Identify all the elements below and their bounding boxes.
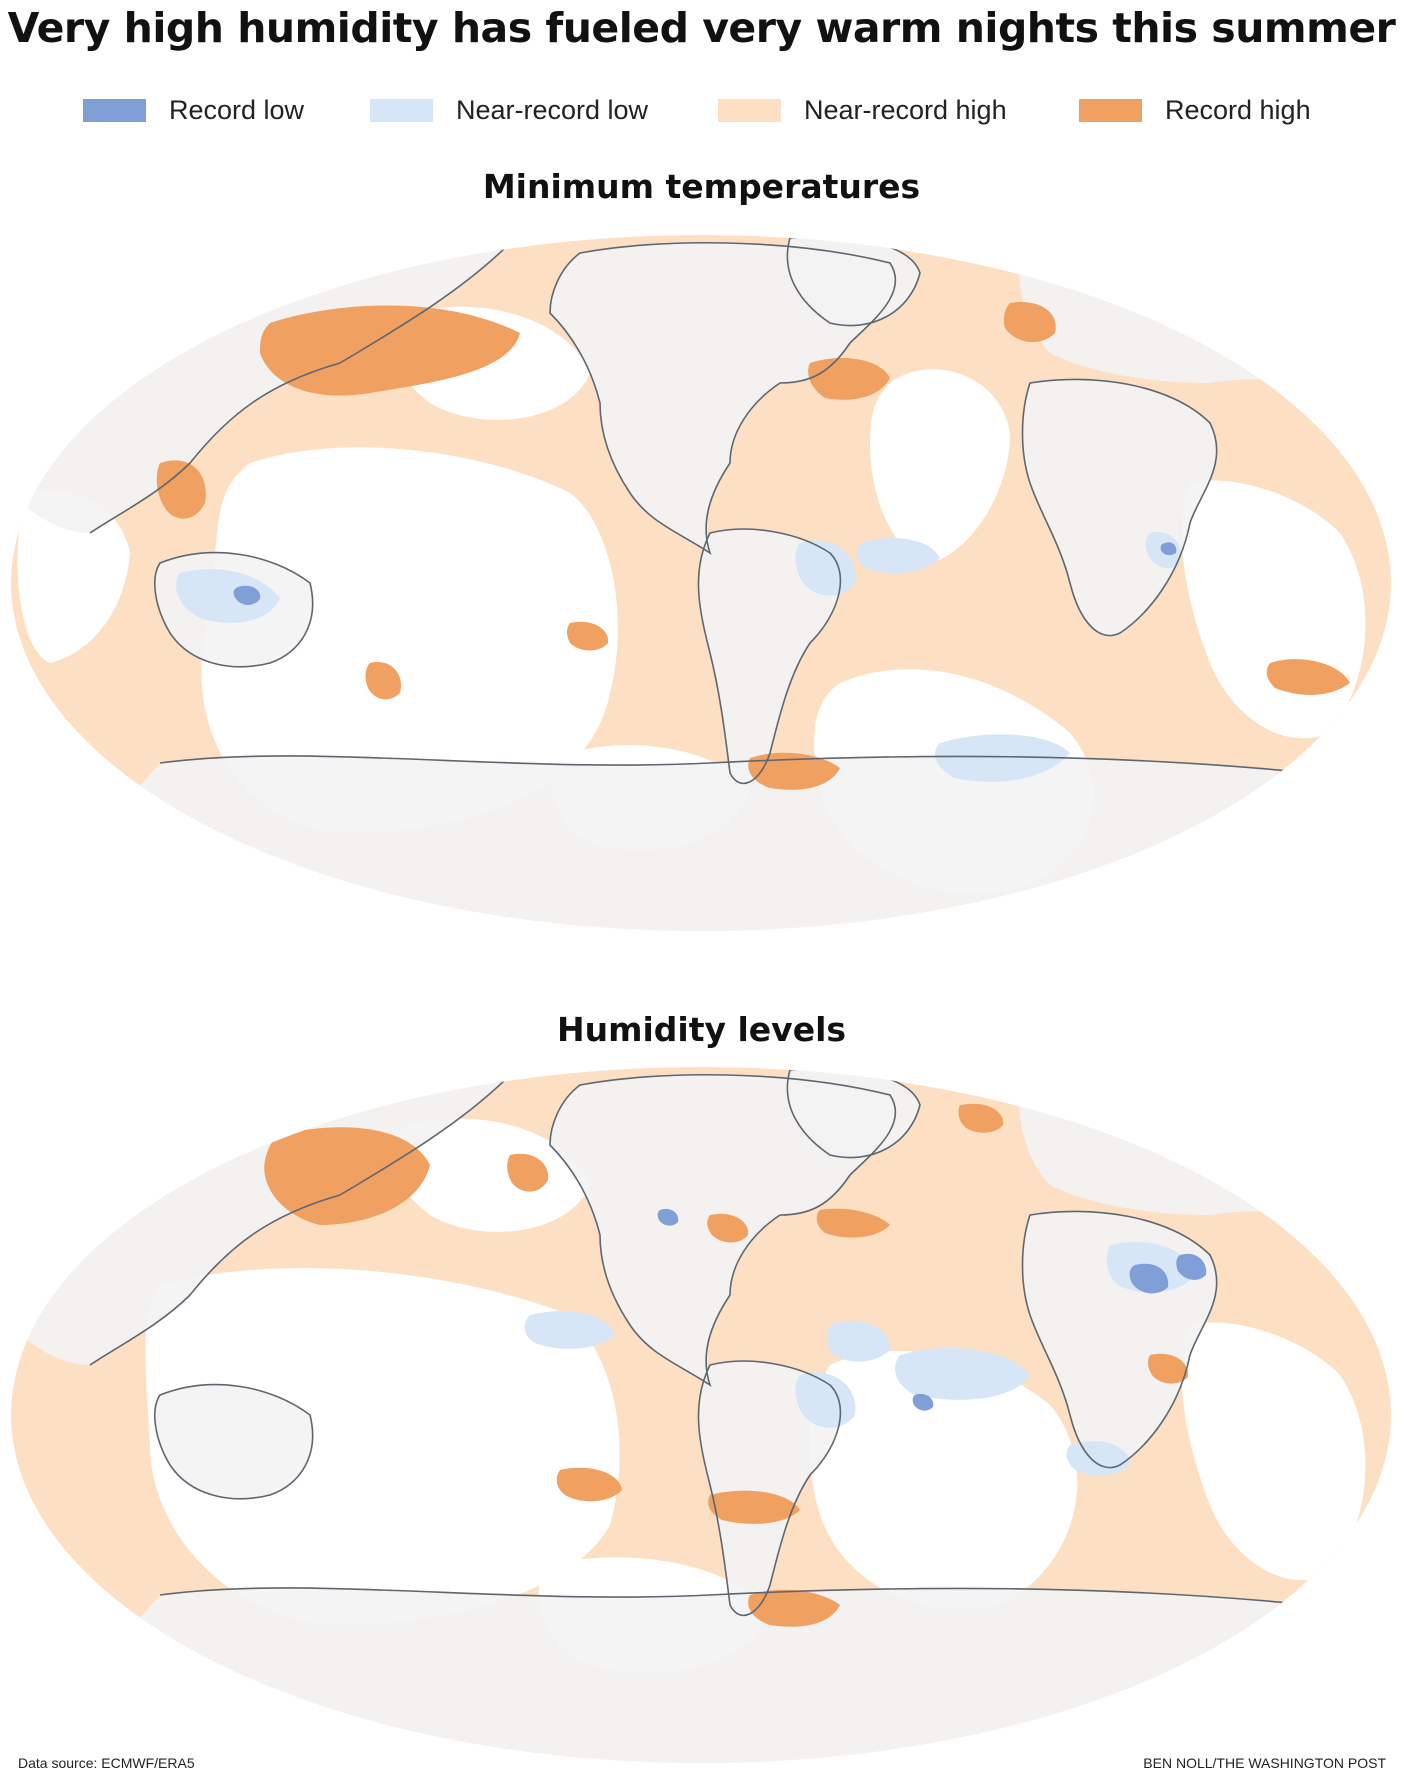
africa-land — [1022, 379, 1217, 636]
coastline — [549, 1073, 897, 1387]
australia-land — [154, 1384, 313, 1499]
legend-label-near-record-low: Near-record low — [456, 94, 649, 125]
coastline — [1021, 1210, 1218, 1469]
record-high-region — [816, 1208, 890, 1238]
record-high-region — [507, 1153, 549, 1192]
near-record-low-region — [935, 734, 1070, 782]
coastline — [549, 241, 897, 555]
coastline — [697, 1360, 842, 1617]
record-low-region — [1176, 1253, 1207, 1280]
coastline — [1021, 378, 1218, 637]
neutral-region — [201, 447, 618, 833]
near-record-low-region — [895, 1347, 1030, 1400]
legend-label-record-high: Record high — [1165, 94, 1311, 125]
antarctica-land — [11, 1587, 1391, 1763]
neutral-region — [870, 369, 1010, 563]
record-low-region — [1129, 1263, 1169, 1294]
coastline — [1019, 248, 1391, 274]
legend-item-record-low: Record low — [83, 92, 304, 128]
record-high-region — [68, 324, 160, 375]
coastline — [697, 528, 842, 785]
record-high-region — [1266, 659, 1350, 695]
record-high-region — [260, 305, 520, 396]
coastline — [1019, 1080, 1391, 1106]
record-low-region — [657, 1208, 679, 1226]
legend-label-record-low: Record low — [169, 94, 305, 125]
coastline — [159, 755, 1311, 774]
near-record-low-region — [524, 1311, 615, 1349]
near-record-low-region — [176, 569, 280, 623]
north-america-land — [550, 242, 896, 553]
legend-item-record-high: Record high — [1079, 92, 1311, 128]
legend-swatch-record-high — [1079, 98, 1142, 122]
record-low-region — [233, 585, 261, 605]
record-high-region — [748, 1589, 840, 1627]
south-america-land — [698, 529, 841, 784]
record-high-region — [556, 1467, 622, 1502]
data-source: Data source: ECMWF/ERA5 — [18, 1755, 195, 1771]
map-humidity-levels — [11, 1067, 1391, 1763]
record-high-region — [707, 1213, 749, 1243]
antarctica-land — [11, 755, 1391, 931]
neutral-region — [145, 1268, 620, 1625]
near-record-low-region — [856, 538, 940, 574]
map-minimum-temperatures — [11, 235, 1391, 931]
record-high-region — [958, 1103, 1004, 1133]
coastline — [154, 551, 314, 668]
record-high-region — [567, 621, 609, 651]
coastline — [159, 1587, 1311, 1606]
near-record-low-region — [826, 1321, 890, 1362]
record-high-region — [708, 1490, 800, 1524]
legend-item-near-record-low: Near-record low — [370, 92, 648, 128]
legend-swatch-near-record-high — [718, 98, 781, 122]
neutral-region — [1181, 1322, 1366, 1581]
neutral-region — [809, 1350, 1078, 1610]
neutral-region — [17, 490, 131, 663]
legend-swatch-record-low — [83, 98, 146, 122]
record-low-region — [1160, 542, 1177, 556]
legend: Record low Near-record low Near-record h… — [0, 92, 1403, 128]
record-low-region — [912, 1393, 934, 1411]
record-high-region — [365, 662, 401, 700]
neutral-region — [392, 1118, 590, 1232]
legend-item-near-record-high: Near-record high — [718, 92, 1007, 128]
record-high-region — [748, 752, 840, 790]
chart-title: Very high humidity has fueled very warm … — [7, 4, 1396, 52]
record-high-region — [264, 1127, 430, 1225]
record-high-region — [1147, 1353, 1189, 1384]
record-high-region — [1003, 302, 1056, 343]
record-high-region — [156, 460, 206, 519]
legend-swatch-near-record-low — [370, 98, 433, 122]
credit: BEN NOLL/THE WASHINGTON POST — [1143, 1755, 1386, 1771]
legend-label-near-record-high: Near-record high — [804, 94, 1007, 125]
panel-title-humidity-levels: Humidity levels — [556, 1010, 847, 1049]
panel-title-minimum-temperatures: Minimum temperatures — [482, 167, 921, 206]
south-america-land — [698, 1361, 841, 1616]
coastline — [154, 1383, 314, 1500]
